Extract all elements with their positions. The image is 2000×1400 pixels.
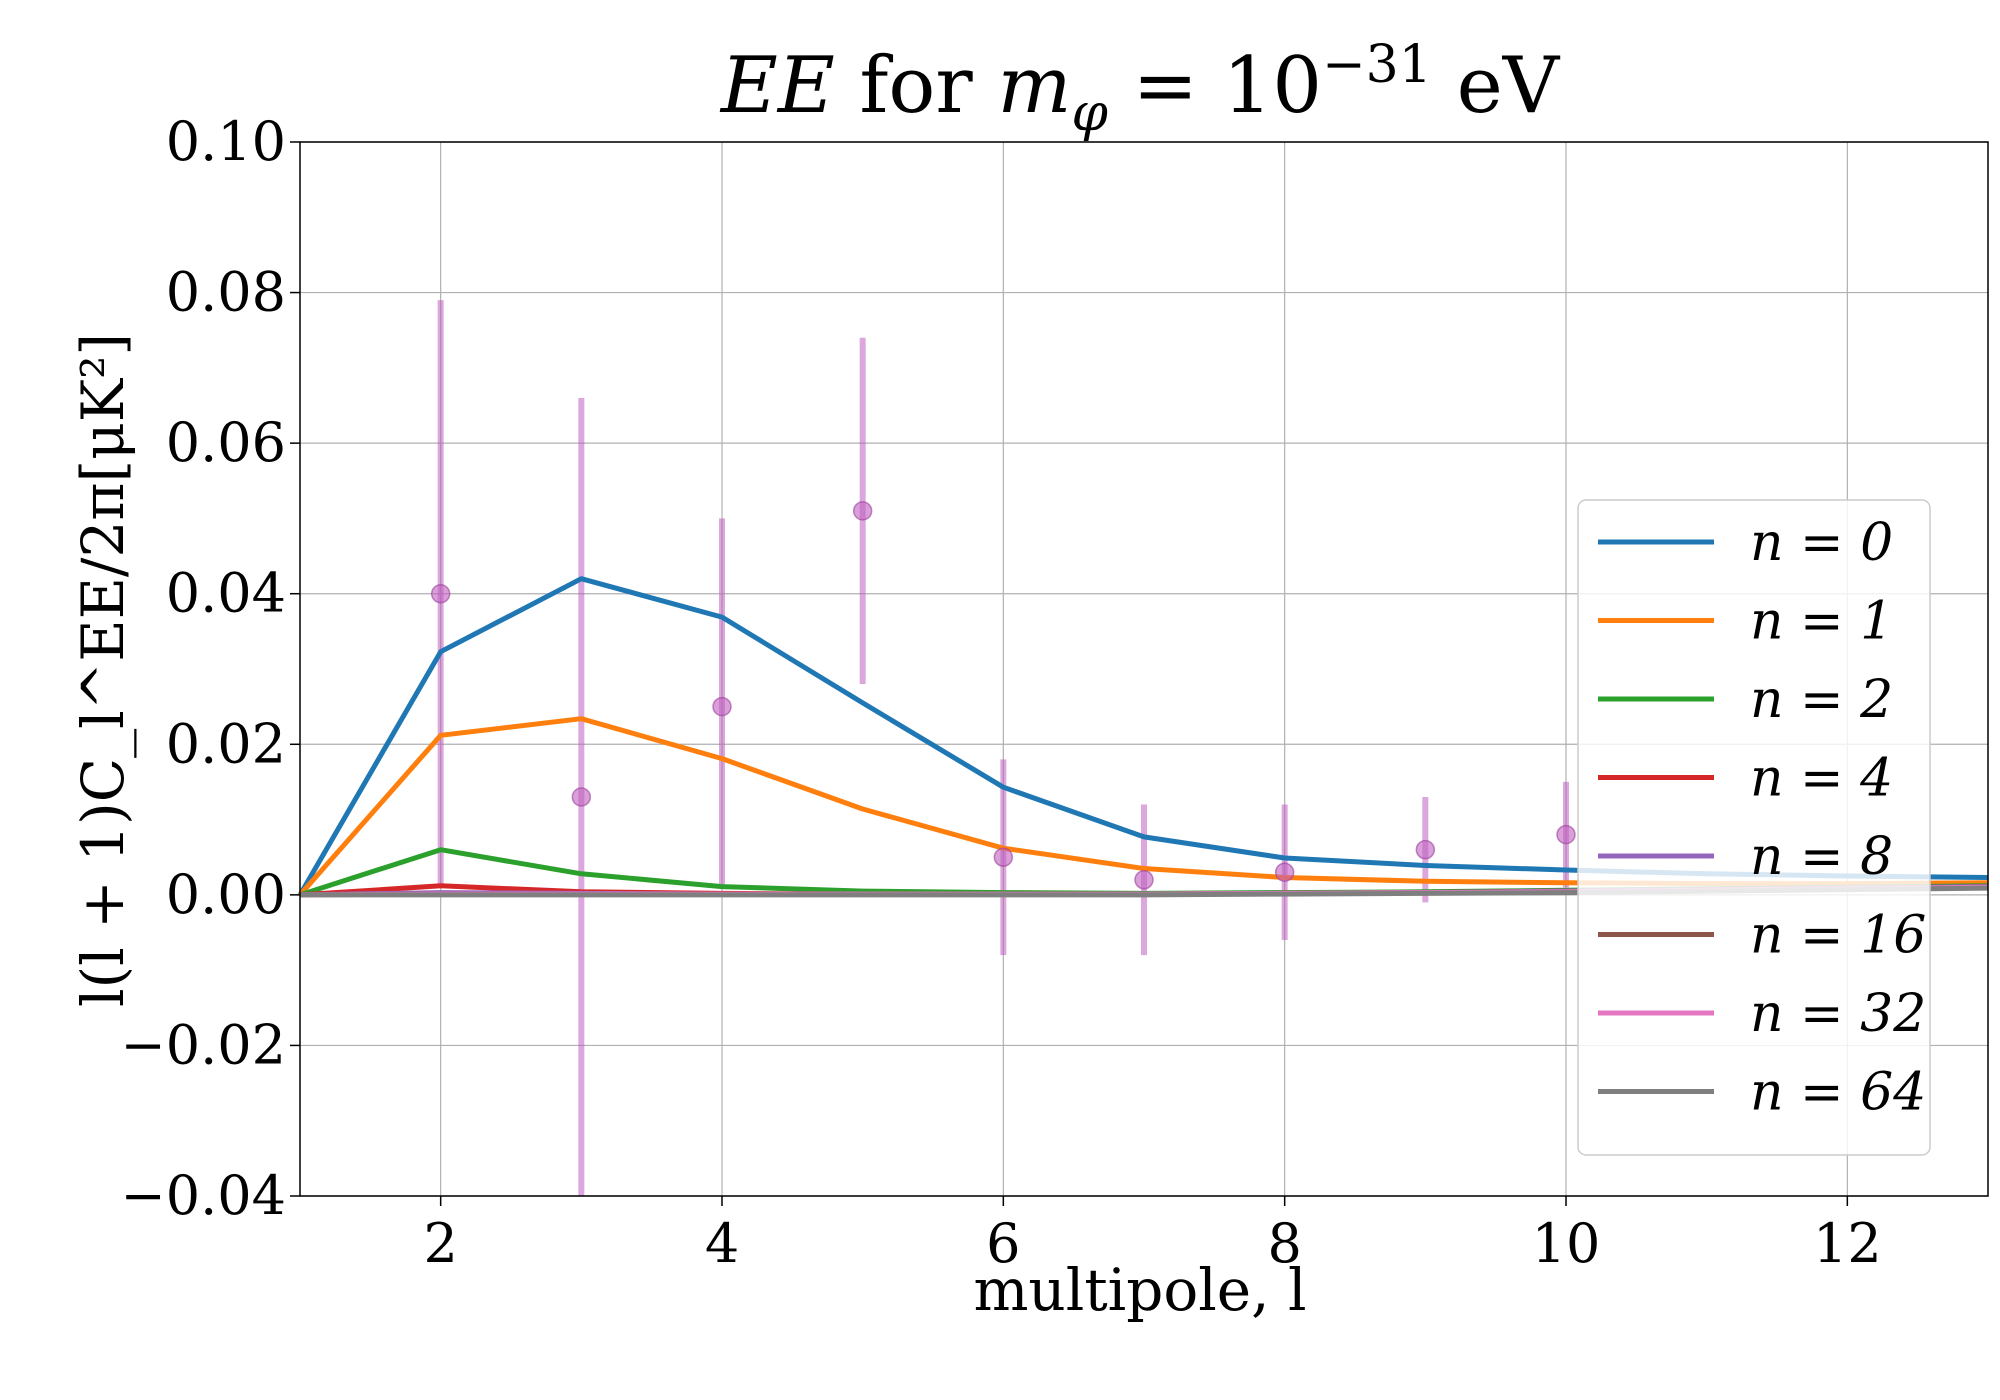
data-point	[430, 583, 451, 604]
y-tick-label: 0.10	[166, 110, 286, 173]
y-tick-label: 0.06	[166, 411, 286, 474]
data-point	[712, 696, 732, 717]
x-tick-label: 10	[1532, 1212, 1601, 1275]
chart-title: EE for mφ = 10−31 eV	[719, 35, 1561, 143]
x-tick-label: 8	[1267, 1212, 1301, 1275]
x-tick-label: 4	[705, 1212, 739, 1275]
x-tick-label: 6	[986, 1212, 1020, 1275]
x-axis-ticks: 2 4 6 8 10 12	[423, 1196, 1882, 1275]
y-tick-label: 0.04	[166, 562, 286, 625]
y-tick-label: −0.02	[121, 1013, 286, 1076]
data-markers	[430, 501, 1576, 890]
legend-label: n = 16	[1750, 906, 1926, 966]
legend-label: n = 32	[1750, 984, 1926, 1044]
legend-label: n = 4	[1750, 749, 1893, 809]
data-point	[993, 847, 1014, 867]
plot-area-frame	[299, 141, 1989, 1197]
x-tick-label: 2	[423, 1212, 457, 1275]
data-point	[852, 501, 873, 521]
legend-label: n = 0	[1750, 513, 1893, 573]
x-axis-label: multipole, l	[973, 1256, 1306, 1324]
y-tick-label: −0.04	[121, 1164, 286, 1227]
y-tick-label: 0.02	[166, 712, 286, 775]
legend-label: n = 1	[1750, 592, 1893, 652]
data-point	[1274, 862, 1295, 883]
legend-label: n = 64	[1750, 1063, 1926, 1123]
data-point	[1134, 870, 1154, 890]
y-axis-ticks: −0.04 −0.02 0.00 0.02 0.04 0.06 0.08 0.10	[121, 110, 300, 1227]
data-point	[1556, 824, 1576, 845]
y-axis-label: l(l + 1)C_l^EE/2π[μK²]	[69, 333, 137, 1007]
y-tick-label: 0.00	[166, 863, 286, 926]
legend-label: n = 8	[1750, 827, 1893, 887]
legend: n = 0 n = 1 n = 2 n = 4 n = 8 n = 16 n = 32 n =…	[1577, 499, 1931, 1156]
legend-label: n = 2	[1750, 670, 1893, 730]
y-tick-label: 0.08	[166, 261, 286, 324]
data-point	[1415, 839, 1436, 860]
x-tick-label: 12	[1813, 1212, 1882, 1275]
data-point	[571, 787, 592, 807]
legend-box	[1577, 499, 1931, 1156]
